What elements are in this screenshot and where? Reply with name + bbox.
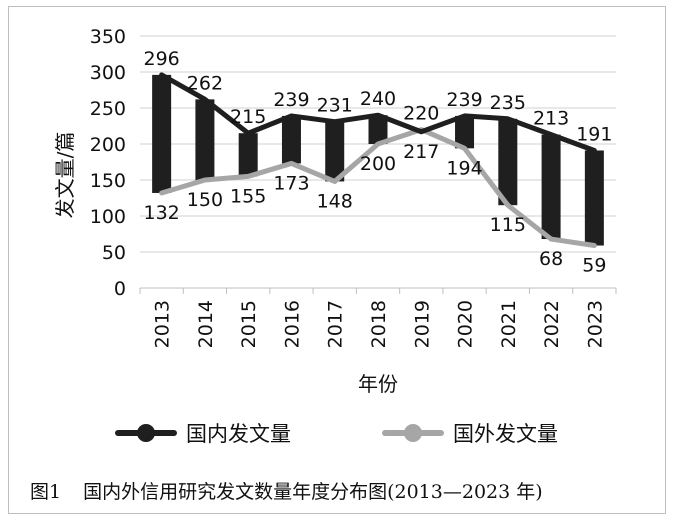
y-tick-label: 250 (90, 98, 126, 120)
data-label: 220 (403, 103, 439, 125)
high-low-bar (238, 133, 258, 177)
data-label: 231 (317, 95, 353, 117)
data-label: 59 (582, 255, 606, 277)
y-tick-label: 350 (90, 26, 126, 48)
x-tick-label: 2023 (584, 300, 606, 348)
legend-marker (137, 424, 155, 442)
x-tick-label: 2022 (541, 300, 563, 348)
legend-marker (404, 424, 422, 442)
figure-number: 图1 (30, 481, 62, 503)
data-label: 173 (273, 172, 309, 194)
data-label: 215 (230, 106, 266, 128)
high-low-bar (152, 74, 172, 193)
data-label: 296 (144, 48, 180, 70)
series-lines (159, 72, 597, 249)
y-axis-ticks: 0 50 100 150 200 250 300 350 (90, 26, 126, 300)
x-axis-ticks: 2013 2014 2015 2016 2017 2018 2019 2020 2021 2022… (139, 287, 617, 348)
x-tick-label: 2019 (411, 300, 433, 348)
high-low-bar (281, 115, 301, 164)
data-label: 191 (576, 123, 612, 145)
legend: 国内发文量 国外发文量 (115, 422, 558, 446)
data-label: 239 (273, 89, 309, 111)
data-label: 155 (230, 185, 266, 207)
data-label: 68 (539, 248, 563, 270)
x-tick-label: 2013 (152, 300, 174, 348)
data-label: 200 (360, 153, 396, 175)
data-label: 150 (187, 189, 223, 211)
high-low-bar (541, 134, 561, 240)
x-tick-label: 2017 (325, 300, 347, 348)
data-label: 213 (533, 108, 569, 130)
x-tick-label: 2014 (195, 300, 217, 348)
high-low-bar (195, 99, 215, 180)
y-tick-label: 300 (90, 62, 126, 84)
series-line (159, 72, 597, 153)
data-label: 115 (490, 214, 526, 236)
y-tick-label: 0 (114, 278, 126, 300)
data-labels: 296 132 262 150 215 155 239 173 231 148 240 200 217 2… (144, 48, 613, 277)
x-tick-label: 2018 (368, 300, 390, 348)
data-label: 235 (490, 92, 526, 114)
high-low-bar (325, 121, 345, 182)
series-line (159, 127, 597, 249)
x-tick-label: 2016 (281, 300, 303, 348)
figure-caption: 图1 国内外信用研究发文数量年度分布图(2013—2023 年) (30, 477, 543, 504)
data-label: 194 (446, 157, 482, 179)
legend-label: 国外发文量 (453, 422, 558, 446)
data-label: 148 (317, 190, 353, 212)
legend-label: 国内发文量 (186, 422, 291, 446)
y-tick-label: 50 (102, 242, 126, 264)
x-axis-title: 年份 (358, 372, 398, 396)
data-label: 240 (360, 88, 396, 110)
high-low-bar (498, 118, 518, 206)
data-label: 217 (403, 141, 439, 163)
data-label: 132 (144, 202, 180, 224)
y-tick-label: 100 (90, 206, 126, 228)
data-label: 239 (446, 89, 482, 111)
high-low-bar (455, 115, 475, 149)
high-low-bar (368, 115, 388, 144)
y-axis-title: 发文量/篇 (53, 132, 77, 219)
x-tick-label: 2015 (238, 300, 260, 348)
x-tick-label: 2020 (455, 300, 477, 348)
y-tick-label: 150 (90, 170, 126, 192)
high-low-bar (584, 150, 604, 246)
y-tick-label: 200 (90, 134, 126, 156)
high-low-bars (152, 74, 604, 246)
x-tick-label: 2021 (498, 300, 520, 348)
data-label: 262 (187, 72, 223, 94)
figure-frame (8, 6, 666, 514)
figure-caption-text: 国内外信用研究发文数量年度分布图(2013—2023 年) (83, 481, 543, 503)
